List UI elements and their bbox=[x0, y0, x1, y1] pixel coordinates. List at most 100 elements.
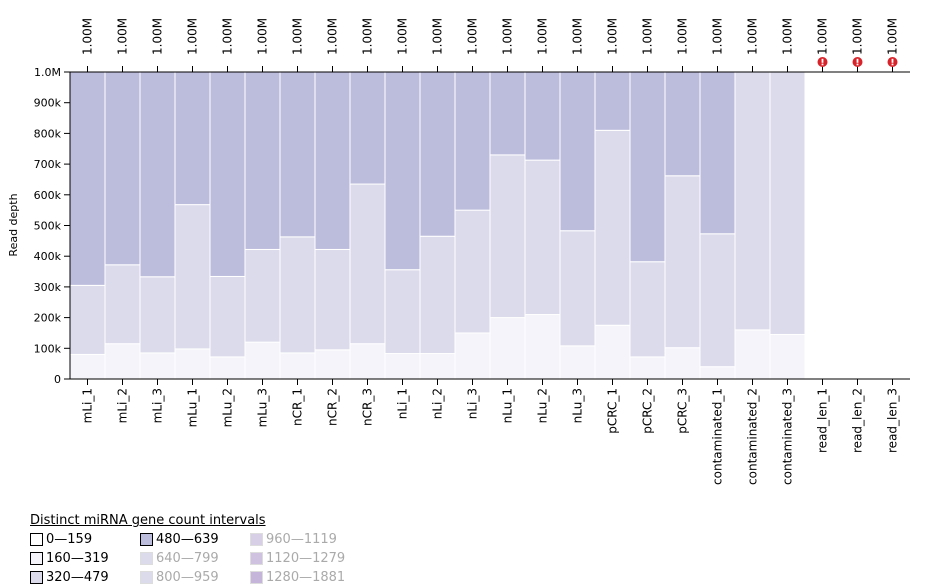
legend-item[interactable]: 0—159 bbox=[30, 530, 140, 549]
x-category-label: contaminated_1 bbox=[711, 388, 725, 485]
bar-segment bbox=[384, 353, 421, 380]
bar-segment bbox=[454, 71, 491, 211]
bar-segment bbox=[524, 71, 561, 161]
legend-item[interactable]: 960—1119 bbox=[250, 530, 380, 549]
bar-segment bbox=[419, 235, 456, 355]
x-category-label: nLi_1 bbox=[396, 388, 410, 419]
x-axis: mLi_1 mLi_2 mLi_3 mLu_1 mLu_2 mLu_3 nCR_1 nCR_2… bbox=[70, 378, 910, 485]
top-total-label: 1.00M bbox=[116, 18, 130, 55]
bar-segment bbox=[349, 183, 386, 345]
legend-item[interactable]: 800—959 bbox=[140, 568, 250, 587]
top-total-label: 1.00M bbox=[256, 18, 270, 55]
legend-label: 480—639 bbox=[156, 532, 219, 547]
x-category-label: pCRC_1 bbox=[606, 388, 620, 434]
y-tick-label: 500k bbox=[34, 220, 62, 233]
bar-segment bbox=[244, 341, 281, 380]
bar-segment bbox=[349, 343, 386, 380]
top-total-label: 1.00M bbox=[536, 18, 550, 55]
bar-segment bbox=[629, 71, 666, 263]
legend-item[interactable]: 160—319 bbox=[30, 549, 140, 568]
legend-label: 640—799 bbox=[156, 551, 219, 566]
x-category-label: nLu_2 bbox=[536, 388, 550, 423]
top-total-label: 1.00M bbox=[186, 18, 200, 55]
legend-label: 160—319 bbox=[46, 551, 109, 566]
top-total-label: 1.00M bbox=[851, 18, 865, 55]
x-category-label: nLi_2 bbox=[431, 388, 445, 419]
top-labels: 1.00M 1.00M 1.00M 1.00M 1.00M 1.00M 1.00M 1.00M… bbox=[70, 18, 910, 73]
bar-segment bbox=[384, 71, 421, 271]
warning-icon-bar bbox=[891, 58, 894, 63]
legend-swatch bbox=[140, 571, 153, 584]
top-total-label: 1.00M bbox=[361, 18, 375, 55]
y-tick-label: 100k bbox=[34, 342, 62, 355]
top-total-label: 1.00M bbox=[641, 18, 655, 55]
bar-segment bbox=[279, 71, 316, 238]
bar-segment bbox=[104, 343, 141, 380]
warning-icon-bar bbox=[821, 58, 824, 63]
legend: Distinct miRNA gene count intervals 0—15… bbox=[30, 513, 380, 587]
top-total-label: 1.00M bbox=[501, 18, 515, 55]
top-total-label: 1.00M bbox=[291, 18, 305, 55]
legend-swatch bbox=[30, 552, 43, 565]
bar-segment bbox=[419, 353, 456, 380]
legend-item[interactable]: 1280—1881 bbox=[250, 568, 380, 587]
stacked-bar-chart: 0 100k 200k 300k 400k 500k 600k 700k 800k 900k 1.0… bbox=[7, 18, 911, 485]
legend-item[interactable]: 640—799 bbox=[140, 549, 250, 568]
bar-segment bbox=[594, 71, 631, 131]
bar-segment bbox=[209, 356, 246, 380]
bar-segment bbox=[874, 71, 911, 380]
warning-icon-bar bbox=[856, 58, 859, 63]
top-total-label: 1.00M bbox=[221, 18, 235, 55]
top-total-label: 1.00M bbox=[781, 18, 795, 55]
x-category-label: nLi_3 bbox=[466, 388, 480, 419]
legend-swatch bbox=[30, 571, 43, 584]
bar-segment bbox=[839, 71, 876, 380]
x-category-label: contaminated_3 bbox=[781, 388, 795, 485]
bar-segment bbox=[594, 324, 631, 380]
legend-swatch bbox=[140, 533, 153, 546]
bar-segment bbox=[699, 71, 736, 235]
top-total-label: 1.00M bbox=[676, 18, 690, 55]
bar-segment bbox=[559, 345, 596, 380]
top-total-label: 1.00M bbox=[396, 18, 410, 55]
top-total-label: 1.00M bbox=[746, 18, 760, 55]
bar-segment bbox=[804, 71, 841, 380]
bar-segment bbox=[524, 159, 561, 316]
top-total-label: 1.00M bbox=[711, 18, 725, 55]
x-category-label: nLu_1 bbox=[501, 388, 515, 423]
x-category-label: read_len_2 bbox=[851, 388, 865, 453]
x-category-label: contaminated_2 bbox=[746, 388, 760, 485]
top-total-label: 1.00M bbox=[81, 18, 95, 55]
bar-segment bbox=[559, 71, 596, 232]
bar-segment bbox=[664, 71, 701, 177]
bar-segment bbox=[314, 71, 351, 250]
top-total-label: 1.00M bbox=[431, 18, 445, 55]
bar-segment bbox=[594, 129, 631, 326]
bar-segment bbox=[174, 71, 211, 206]
y-tick-label: 900k bbox=[34, 97, 62, 110]
top-total-label: 1.00M bbox=[326, 18, 340, 55]
bar-segment bbox=[349, 71, 386, 185]
top-total-label: 1.00M bbox=[606, 18, 620, 55]
bar-segment bbox=[244, 248, 281, 343]
x-category-label: pCRC_3 bbox=[676, 388, 690, 434]
legend-item[interactable]: 320—479 bbox=[30, 568, 140, 587]
bar-segment bbox=[734, 329, 771, 380]
legend-title: Distinct miRNA gene count intervals bbox=[30, 513, 266, 528]
warning-icon bbox=[852, 57, 863, 67]
bar-segment bbox=[769, 333, 806, 380]
legend-item[interactable]: 480—639 bbox=[140, 530, 250, 549]
bar-segment bbox=[699, 366, 736, 380]
legend-item[interactable]: 1120—1279 bbox=[250, 549, 380, 568]
top-total-label: 1.00M bbox=[571, 18, 585, 55]
x-category-label: pCRC_2 bbox=[641, 388, 655, 434]
y-axis-label: Read depth bbox=[7, 193, 20, 256]
legend-label: 960—1119 bbox=[266, 532, 337, 547]
x-category-label: read_len_3 bbox=[886, 388, 900, 453]
warning-icon bbox=[887, 57, 898, 67]
y-tick-label: 400k bbox=[34, 250, 62, 263]
bar-segment bbox=[139, 352, 176, 380]
legend-label: 1120—1279 bbox=[266, 551, 346, 566]
x-category-label: mLi_3 bbox=[151, 388, 165, 423]
bar-segment bbox=[139, 276, 176, 354]
